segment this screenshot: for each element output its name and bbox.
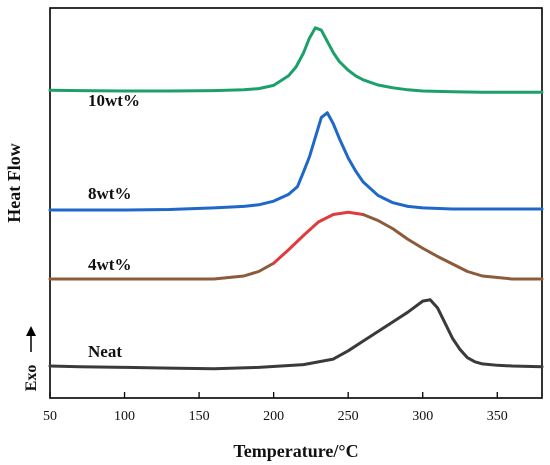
x-tick-label: 200 xyxy=(263,409,284,424)
series-line-8wt xyxy=(48,111,544,212)
exo-annotation: Exo xyxy=(23,326,40,391)
series-line-10wt xyxy=(48,26,544,94)
x-tick-label: 350 xyxy=(487,409,508,424)
x-axis-title: Temperature/°C xyxy=(233,441,358,461)
x-tick-label: 100 xyxy=(114,409,135,424)
x-tick-label: 150 xyxy=(189,409,210,424)
series-line-4wt-falling xyxy=(361,213,544,281)
x-tick-label: 50 xyxy=(43,409,57,424)
series-label-neat: Neat xyxy=(88,342,122,361)
series-labels: 10wt% 8wt% 4wt% Neat xyxy=(88,91,140,361)
series-label-8wt: 8wt% xyxy=(88,184,131,203)
series-label-10wt: 10wt% xyxy=(88,91,140,110)
x-axis-ticks: 50 100 150 200 250 300 350 xyxy=(43,392,508,424)
exo-label: Exo xyxy=(23,365,40,392)
series-line-4wt-rising xyxy=(272,210,365,265)
series-layer xyxy=(48,26,544,371)
y-axis-title: Heat Flow xyxy=(4,143,24,222)
x-tick-label: 300 xyxy=(412,409,433,424)
series-label-4wt: 4wt% xyxy=(88,255,131,274)
exo-arrow-head xyxy=(26,326,36,336)
series-line-4wt-base xyxy=(48,261,276,281)
series-line-neat xyxy=(48,298,544,371)
x-tick-label: 250 xyxy=(338,409,359,424)
plot-frame xyxy=(49,7,543,399)
